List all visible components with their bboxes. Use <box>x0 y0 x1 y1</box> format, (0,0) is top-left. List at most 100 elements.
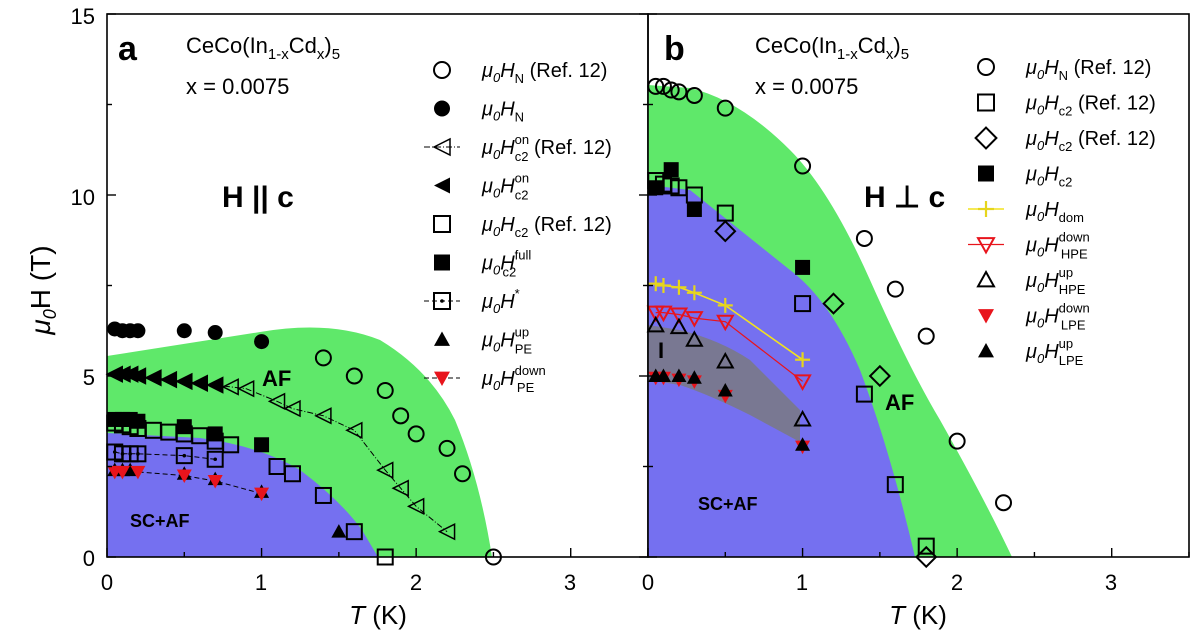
data-point-s2-p17 <box>406 497 425 516</box>
data-point-s1-p5 <box>207 325 223 341</box>
data-point-s0-p2 <box>662 81 680 99</box>
panel-a-x-tick-1: 1 <box>255 570 267 595</box>
data-point-s6-p3 <box>129 445 147 463</box>
legend-entry-3: μ0Hon c2 <box>434 171 529 203</box>
legend-entry-3: μ0Hc2 <box>978 164 1072 190</box>
legend-symbol-7 <box>434 331 450 346</box>
panel-b-gray-band <box>648 325 800 442</box>
legend-label-1: μ0Hc2 (Ref. 12) <box>1025 93 1156 119</box>
legend-symbol-8 <box>978 343 994 358</box>
data-point-s5-p6 <box>254 437 270 453</box>
data-point-s4-p12 <box>314 486 332 504</box>
legend-label-6: μ0Hup HPE <box>1025 265 1086 297</box>
data-point-s2-p12 <box>283 399 301 418</box>
data-point-s3-p2 <box>122 366 138 382</box>
data-point-s0-p5 <box>716 99 734 117</box>
data-point-s6-p2 <box>685 330 704 347</box>
data-point-s3-p7 <box>192 375 208 391</box>
panel-a-x-axis-label: T (K) <box>349 600 407 630</box>
data-point-s2-p13 <box>314 407 332 425</box>
legend-entry-0: μ0HN (Ref. 12) <box>433 60 607 86</box>
panel-b-regions: AF SC+AF I <box>648 85 1012 557</box>
legend-entry-7: μ0Hup PE <box>434 325 532 357</box>
legend-label-4: μ0Hdom <box>1025 199 1084 225</box>
panel-b-x-tick-2: 2 <box>951 570 963 595</box>
panel-b-legend: μ0HN (Ref. 12) μ0Hc2 (Ref. 12) μ0Hc2 (Ref.… <box>968 57 1156 368</box>
panel-b-ticks <box>647 13 1190 558</box>
legend-symbol-1 <box>977 93 995 112</box>
data-point-s0-p4 <box>407 425 425 443</box>
legend-entry-5: μ0Hfull c2 <box>434 248 531 280</box>
data-point-s6-p3 <box>716 351 735 369</box>
data-point-s1-p6 <box>254 334 270 350</box>
data-point-s8-p3 <box>686 370 702 384</box>
data-point-s6-p4 <box>793 409 812 427</box>
data-point-s0-p2 <box>376 381 394 399</box>
data-point-s2-p11 <box>267 392 286 411</box>
data-point-s0-p9 <box>917 327 935 345</box>
data-point-s0-p10 <box>948 432 966 450</box>
legend-entry-4: μ0Hdom <box>968 199 1084 225</box>
panel-a-label: a <box>118 30 138 68</box>
legend-label-4: μ0Hc2 (Ref. 12) <box>481 214 612 240</box>
panel-b-sc-region <box>648 185 915 557</box>
legend-label-0: μ0HN (Ref. 12) <box>481 60 607 86</box>
legend-label-2: μ0Hc2 (Ref. 12) <box>1025 128 1156 154</box>
legend-symbol-7 <box>978 309 994 324</box>
data-point-s2-p9 <box>221 378 239 396</box>
legend-label-8: μ0Hup LPE <box>1025 336 1084 368</box>
data-point-s2-p16 <box>391 479 409 497</box>
legend-symbol-0 <box>433 61 451 79</box>
data-point-s4-p0 <box>648 276 664 292</box>
legend-symbol-3 <box>978 165 994 182</box>
data-point-s8-p5 <box>254 487 270 502</box>
legend-entry-0: μ0HN (Ref. 12) <box>977 57 1151 83</box>
data-point-s4-p4 <box>717 297 733 313</box>
panel-b-x-axis-label: T (K) <box>889 600 947 630</box>
data-point-s4-p3 <box>686 285 702 301</box>
panel-a-x-tick-0: 0 <box>101 570 113 595</box>
data-point-s3-p8 <box>207 377 223 393</box>
panel-b-compound: CeCo(In1-xCdx)5 <box>755 33 909 63</box>
data-point-s8-p3 <box>176 469 192 484</box>
data-point-s1-p4 <box>176 323 192 339</box>
legend-entry-5: μ0Hdown HPE <box>968 230 1090 262</box>
legend-symbol-0 <box>977 58 995 76</box>
panel-a-composition: x = 0.0075 <box>186 74 289 99</box>
data-point-s8-p2 <box>130 465 146 480</box>
data-point-s6-p1 <box>669 317 689 335</box>
legend-symbol-3 <box>434 177 450 194</box>
legend-symbol-4 <box>433 215 451 233</box>
data-point-s1-p6 <box>794 295 812 313</box>
data-point-s5-p2 <box>669 307 689 325</box>
data-point-s2-p15 <box>376 461 394 479</box>
panel-b-field-orientation: H ⊥ c <box>864 181 945 214</box>
data-point-s0-p3 <box>392 407 410 425</box>
data-point-s0-p1 <box>345 367 363 385</box>
data-point-s3-p4 <box>145 370 161 386</box>
panel-a-ticks <box>106 13 649 558</box>
legend-entry-2: μ0Hon c2 (Ref. 12) <box>424 132 612 164</box>
series-line-6 <box>114 451 216 460</box>
data-point-s4-p1 <box>655 278 671 293</box>
data-point-s5-p4 <box>176 419 192 435</box>
data-point-s0-p6 <box>454 465 472 483</box>
data-point-s0-p5 <box>438 439 456 457</box>
data-point-s3-p5 <box>161 372 177 388</box>
panel-a-regions: AF SC+AF <box>107 327 492 557</box>
data-point-s5-p3 <box>685 311 704 328</box>
panel-b-x-tick-1: 1 <box>796 570 808 595</box>
legend-entry-7: μ0Hdown LPE <box>978 301 1090 333</box>
data-point-s8-p1 <box>114 465 130 480</box>
data-point-s5-p3 <box>130 413 146 429</box>
data-point-s8-p5 <box>795 437 811 451</box>
data-point-s3-p1 <box>663 162 679 178</box>
legend-label-7: μ0Hup PE <box>481 325 532 357</box>
legend-entry-6: μ0H* <box>424 286 520 316</box>
legend-entry-1: μ0Hc2 (Ref. 12) <box>977 93 1156 119</box>
data-point-s4-p2 <box>671 279 687 295</box>
legend-symbol-4 <box>978 201 994 217</box>
data-point-s2-p10 <box>236 379 255 398</box>
legend-symbol-5 <box>434 254 450 271</box>
y-tick-label-5: 5 <box>83 365 95 390</box>
